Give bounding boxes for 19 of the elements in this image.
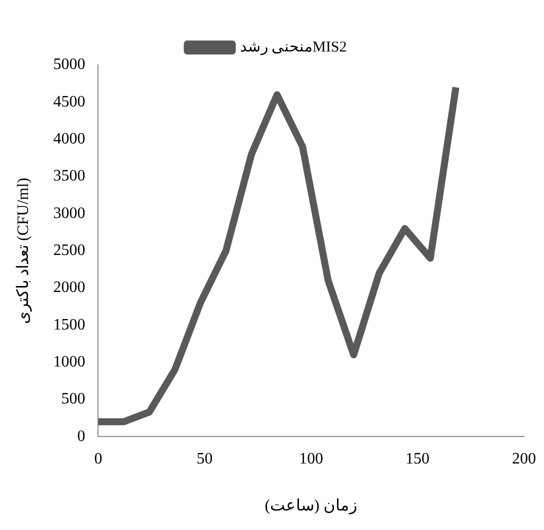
x-axis-title: زمان (ساعت) — [264, 498, 358, 515]
y-tick-label: 5000 — [53, 56, 86, 74]
y-tick-label: 2000 — [53, 279, 86, 296]
y-tick-label: 3000 — [53, 204, 86, 222]
y-tick-label: 0 — [77, 428, 86, 445]
y-tick-label: 4500 — [53, 93, 86, 110]
y-tick-label: 1500 — [53, 316, 86, 334]
x-tick-label: 0 — [94, 450, 102, 468]
y-axis-title: تعداد باکتری (CFU/ml) — [14, 178, 32, 324]
x-tick-label: 100 — [299, 450, 324, 468]
x-tick-label: 150 — [406, 450, 430, 468]
y-tick-label: 4000 — [53, 130, 86, 148]
legend-label: منحنی رشدMIS2 — [240, 39, 347, 56]
x-tick-label: 200 — [512, 450, 536, 468]
y-tick-label: 2500 — [53, 242, 86, 260]
y-tick-label: 3500 — [53, 168, 86, 185]
y-tick-label: 500 — [61, 390, 86, 408]
x-tick-label: 50 — [196, 450, 213, 468]
y-tick-label: 1000 — [53, 353, 86, 370]
